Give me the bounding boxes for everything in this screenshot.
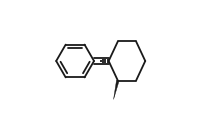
Polygon shape	[114, 80, 119, 99]
